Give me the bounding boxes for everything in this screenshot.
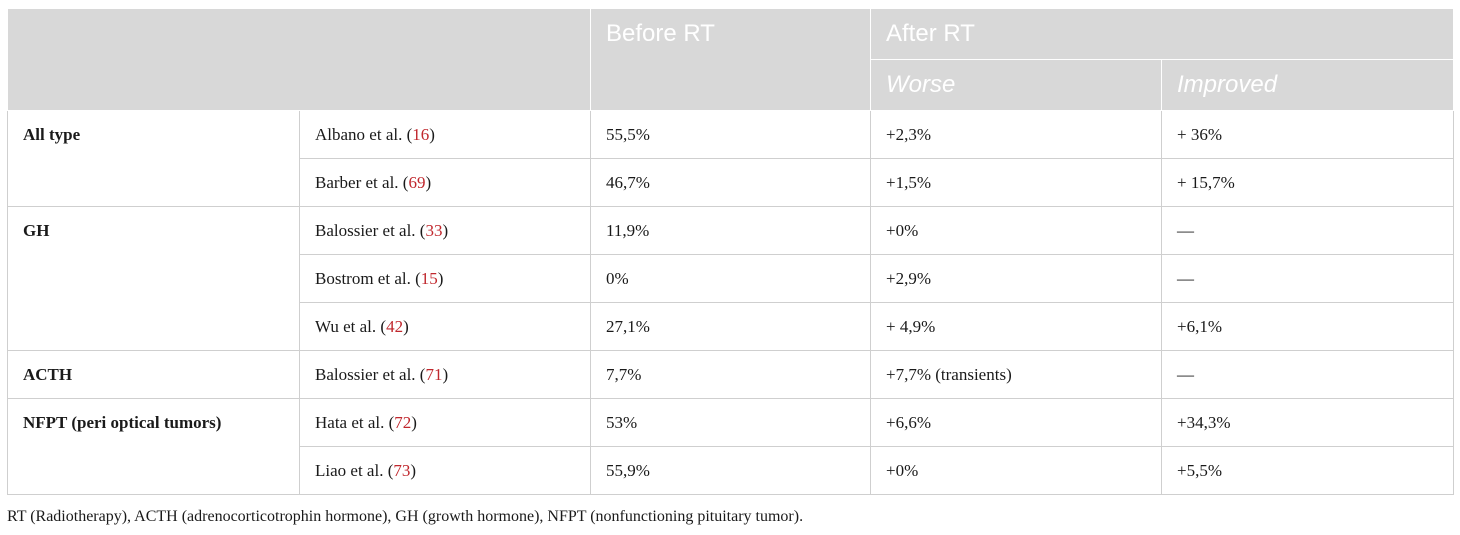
improved-cell: + 36% <box>1160 110 1455 159</box>
table-row: All type Albano et al. (16) 55,5% +2,3% + 36… <box>7 110 1455 207</box>
improved-cell: +6,1% <box>1160 302 1455 351</box>
results-table: Before RT After RT Worse Improved All ty… <box>7 8 1455 495</box>
worse-cell: +7,7% (transients) <box>870 350 1162 399</box>
improved-cell: +34,3% <box>1160 398 1455 447</box>
table-row: NFPT (peri optical tumors) Hata et al. (7… <box>7 398 1455 495</box>
table-body: All type Albano et al. (16) 55,5% +2,3% + 36… <box>7 110 1455 495</box>
header-before-rt: Before RT <box>590 8 871 111</box>
header-improved: Improved <box>1160 59 1455 111</box>
table-row: Wu et al. (42) 27,1% + 4,9% +6,1% <box>8 302 1455 351</box>
author-name: Balossier et al. ( <box>315 220 426 240</box>
table-row: GH Balossier et al. (33) 11,9% +0% — <box>7 206 1455 351</box>
worse-cell: +2,9% <box>870 254 1162 303</box>
reference-link[interactable]: 72 <box>394 412 412 432</box>
before-rt-cell: 53% <box>590 398 871 447</box>
worse-cell: +1,5% <box>870 158 1162 207</box>
before-rt-cell: 0% <box>590 254 871 303</box>
table-row: Barber et al. (69) 46,7% +1,5% + 15,7% <box>8 158 1455 207</box>
study-author-cell: Balossier et al. (71) <box>299 350 591 399</box>
header-worse: Worse <box>870 59 1162 111</box>
author-name: Hata et al. ( <box>315 412 395 432</box>
reference-close-paren: ) <box>425 172 432 192</box>
study-author-cell: Bostrom et al. (15) <box>299 254 591 303</box>
study-author-cell: Barber et al. (69) <box>299 158 591 207</box>
worse-cell: + 4,9% <box>870 302 1162 351</box>
author-name: Wu et al. ( <box>315 316 387 336</box>
table-row: Liao et al. (73) 55,9% +0% +5,5% <box>8 446 1455 495</box>
reference-close-paren: ) <box>403 316 409 336</box>
reference-close-paren: ) <box>410 460 417 480</box>
header-after-rt: After RT <box>869 8 1455 60</box>
worse-cell: +6,6% <box>870 398 1162 447</box>
author-name: Bostrom et al. ( <box>315 268 421 288</box>
author-name: Liao et al. ( <box>315 460 394 480</box>
reference-close-paren: ) <box>411 412 417 432</box>
group-label: NFPT (peri optical tumors) <box>7 398 300 495</box>
improved-cell: — <box>1160 206 1455 255</box>
before-rt-cell: 11,9% <box>590 206 871 255</box>
group-label: ACTH <box>7 350 300 399</box>
before-rt-cell: 55,5% <box>590 110 871 159</box>
group-label: All type <box>7 110 300 207</box>
reference-link[interactable]: 71 <box>425 364 443 384</box>
study-author-cell: Wu et al. (42) <box>299 302 591 351</box>
reference-link[interactable]: 15 <box>420 268 438 288</box>
study-author-cell: Hata et al. (72) <box>299 398 591 447</box>
study-author-cell: Albano et al. (16) <box>299 110 591 159</box>
improved-cell: — <box>1160 350 1455 399</box>
improved-cell: + 15,7% <box>1160 158 1455 207</box>
study-author-cell: Balossier et al. (33) <box>299 206 591 255</box>
author-name: Barber et al. ( <box>315 172 409 192</box>
group-label: GH <box>7 206 300 351</box>
table-row: ACTH Balossier et al. (71) 7,7% +7,7% (tran… <box>7 350 1455 399</box>
reference-close-paren: ) <box>442 220 449 240</box>
worse-cell: +0% <box>870 446 1162 495</box>
reference-link[interactable]: 42 <box>386 316 404 336</box>
improved-cell: +5,5% <box>1160 446 1455 495</box>
before-rt-cell: 46,7% <box>590 158 871 207</box>
reference-link[interactable]: 16 <box>412 124 430 144</box>
reference-close-paren: ) <box>429 124 435 144</box>
author-name: Balossier et al. ( <box>315 364 426 384</box>
reference-close-paren: ) <box>437 268 444 288</box>
worse-cell: +0% <box>870 206 1162 255</box>
before-rt-cell: 27,1% <box>590 302 871 351</box>
improved-cell: — <box>1160 254 1455 303</box>
worse-cell: +2,3% <box>870 110 1162 159</box>
table-footnote: RT (Radiotherapy), ACTH (adrenocorticotr… <box>7 508 804 525</box>
reference-close-paren: ) <box>442 364 449 384</box>
reference-link[interactable]: 69 <box>408 172 426 192</box>
header-empty-cell <box>7 8 591 111</box>
before-rt-cell: 55,9% <box>590 446 871 495</box>
reference-link[interactable]: 33 <box>425 220 443 240</box>
reference-link[interactable]: 73 <box>393 460 411 480</box>
before-rt-cell: 7,7% <box>590 350 871 399</box>
author-name: Albano et al. ( <box>315 124 413 144</box>
study-author-cell: Liao et al. (73) <box>299 446 591 495</box>
